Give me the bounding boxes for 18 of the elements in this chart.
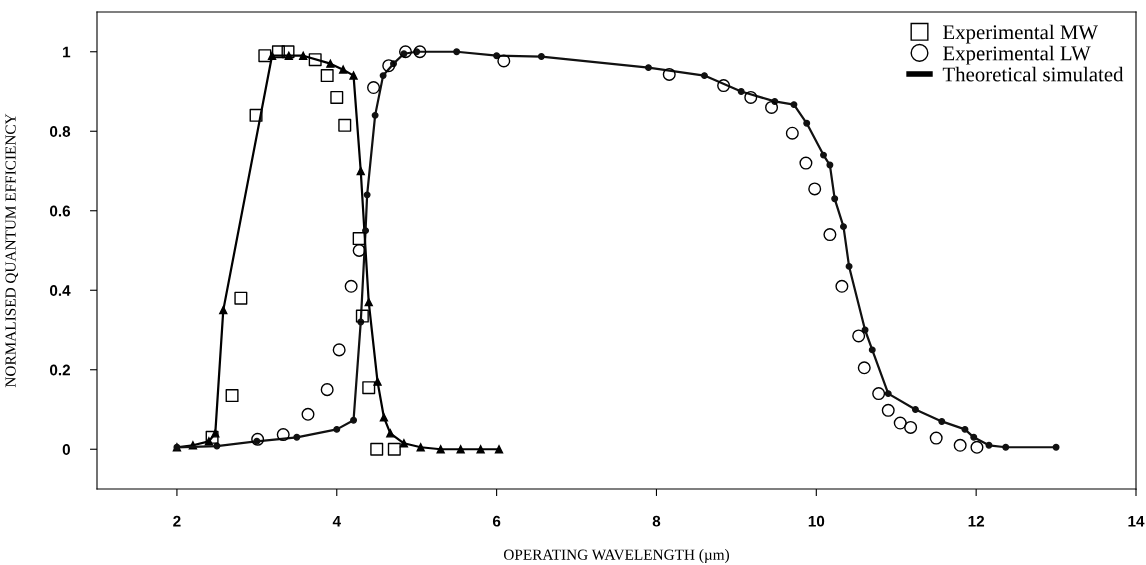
y-tick-label: 0.4 — [49, 285, 71, 296]
legend-label: Theoretical simulated — [942, 66, 1124, 82]
x-tick-label: 12 — [968, 515, 985, 527]
y-tick-label: 0.8 — [49, 126, 71, 137]
x-axis-title: OPERATING WAVELENGTH (µm) — [503, 549, 730, 563]
x-tick-label: 2 — [173, 515, 181, 527]
x-tick-label: 10 — [808, 515, 825, 527]
y-tick-label: 0 — [62, 444, 70, 455]
y-tick-label: 1 — [63, 46, 71, 58]
legend-label: Experimental MW — [943, 24, 1099, 44]
y-axis-title: NORMALISED QUANTUM EFFICIENCY — [5, 113, 19, 388]
x-tick-label: 14 — [1128, 515, 1145, 527]
legend-label: Experimental LW — [943, 45, 1091, 65]
y-tick-label: 0.2 — [49, 364, 70, 376]
x-tick-label: 6 — [492, 515, 501, 527]
x-tick-label: 4 — [332, 515, 341, 527]
y-tick-label: 0.6 — [49, 205, 71, 217]
x-tick-label: 8 — [652, 515, 661, 527]
